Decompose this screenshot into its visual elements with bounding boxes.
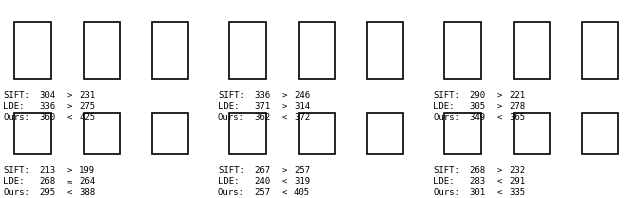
Text: <: < bbox=[67, 113, 72, 122]
Text: 371: 371 bbox=[254, 102, 270, 111]
Bar bbox=[229, 22, 266, 79]
Bar bbox=[84, 22, 120, 79]
Text: 199: 199 bbox=[79, 166, 95, 175]
Text: LDE:: LDE: bbox=[3, 177, 24, 186]
Text: 246: 246 bbox=[294, 91, 310, 100]
Text: LDE:: LDE: bbox=[3, 102, 24, 111]
Text: SIFT:: SIFT: bbox=[433, 166, 460, 175]
Text: 304: 304 bbox=[39, 91, 55, 100]
Text: 319: 319 bbox=[294, 177, 310, 186]
Text: Ours:: Ours: bbox=[218, 113, 245, 122]
Text: >: > bbox=[496, 166, 502, 175]
Text: 257: 257 bbox=[294, 166, 310, 175]
Bar bbox=[582, 113, 618, 154]
Text: SIFT:: SIFT: bbox=[3, 91, 30, 100]
Text: >: > bbox=[282, 166, 287, 175]
Bar bbox=[582, 22, 618, 79]
Text: Ours:: Ours: bbox=[3, 113, 30, 122]
Bar bbox=[444, 113, 481, 154]
Text: 335: 335 bbox=[509, 188, 525, 197]
Text: 264: 264 bbox=[79, 177, 95, 186]
Text: Ours:: Ours: bbox=[3, 188, 30, 197]
Bar bbox=[514, 22, 550, 79]
Text: 336: 336 bbox=[254, 91, 270, 100]
Text: 360: 360 bbox=[39, 113, 55, 122]
Text: >: > bbox=[67, 91, 72, 100]
Text: 257: 257 bbox=[254, 188, 270, 197]
Text: 388: 388 bbox=[79, 188, 95, 197]
Text: <: < bbox=[282, 177, 287, 186]
Text: 425: 425 bbox=[79, 113, 95, 122]
Text: >: > bbox=[67, 166, 72, 175]
Text: LDE:: LDE: bbox=[433, 102, 454, 111]
Text: >: > bbox=[496, 102, 502, 111]
Bar bbox=[514, 113, 550, 154]
Text: <: < bbox=[496, 113, 502, 122]
Text: >: > bbox=[282, 102, 287, 111]
Text: LDE:: LDE: bbox=[218, 102, 239, 111]
Text: 278: 278 bbox=[509, 102, 525, 111]
Bar bbox=[84, 113, 120, 154]
Text: 372: 372 bbox=[294, 113, 310, 122]
Text: ≈: ≈ bbox=[67, 177, 72, 186]
Text: 240: 240 bbox=[254, 177, 270, 186]
Text: 268: 268 bbox=[469, 166, 485, 175]
Bar bbox=[229, 113, 266, 154]
Bar bbox=[14, 22, 51, 79]
Text: Ours:: Ours: bbox=[433, 188, 460, 197]
Text: 290: 290 bbox=[469, 91, 485, 100]
Bar bbox=[152, 22, 188, 79]
Text: LDE:: LDE: bbox=[218, 177, 239, 186]
Text: 295: 295 bbox=[39, 188, 55, 197]
Bar bbox=[367, 113, 403, 154]
Text: 231: 231 bbox=[79, 91, 95, 100]
Bar bbox=[367, 22, 403, 79]
Text: 349: 349 bbox=[469, 113, 485, 122]
Text: 305: 305 bbox=[469, 102, 485, 111]
Bar bbox=[444, 22, 481, 79]
Text: 221: 221 bbox=[509, 91, 525, 100]
Text: 291: 291 bbox=[509, 177, 525, 186]
Text: <: < bbox=[282, 188, 287, 197]
Text: <: < bbox=[496, 177, 502, 186]
Text: 314: 314 bbox=[294, 102, 310, 111]
Text: LDE:: LDE: bbox=[433, 177, 454, 186]
Text: <: < bbox=[496, 188, 502, 197]
Text: >: > bbox=[496, 91, 502, 100]
Text: SIFT:: SIFT: bbox=[218, 166, 245, 175]
Text: 275: 275 bbox=[79, 102, 95, 111]
Text: 336: 336 bbox=[39, 102, 55, 111]
Bar bbox=[152, 113, 188, 154]
Text: >: > bbox=[282, 91, 287, 100]
Text: 362: 362 bbox=[254, 113, 270, 122]
Text: 405: 405 bbox=[294, 188, 310, 197]
Text: <: < bbox=[67, 188, 72, 197]
Bar bbox=[299, 22, 335, 79]
Text: SIFT:: SIFT: bbox=[433, 91, 460, 100]
Text: SIFT:: SIFT: bbox=[218, 91, 245, 100]
Bar bbox=[299, 113, 335, 154]
Text: >: > bbox=[67, 102, 72, 111]
Text: 213: 213 bbox=[39, 166, 55, 175]
Text: 268: 268 bbox=[39, 177, 55, 186]
Text: 267: 267 bbox=[254, 166, 270, 175]
Text: 365: 365 bbox=[509, 113, 525, 122]
Text: 301: 301 bbox=[469, 188, 485, 197]
Text: 232: 232 bbox=[509, 166, 525, 175]
Text: 283: 283 bbox=[469, 177, 485, 186]
Text: Ours:: Ours: bbox=[218, 188, 245, 197]
Text: <: < bbox=[282, 113, 287, 122]
Text: SIFT:: SIFT: bbox=[3, 166, 30, 175]
Text: Ours:: Ours: bbox=[433, 113, 460, 122]
Bar bbox=[14, 113, 51, 154]
